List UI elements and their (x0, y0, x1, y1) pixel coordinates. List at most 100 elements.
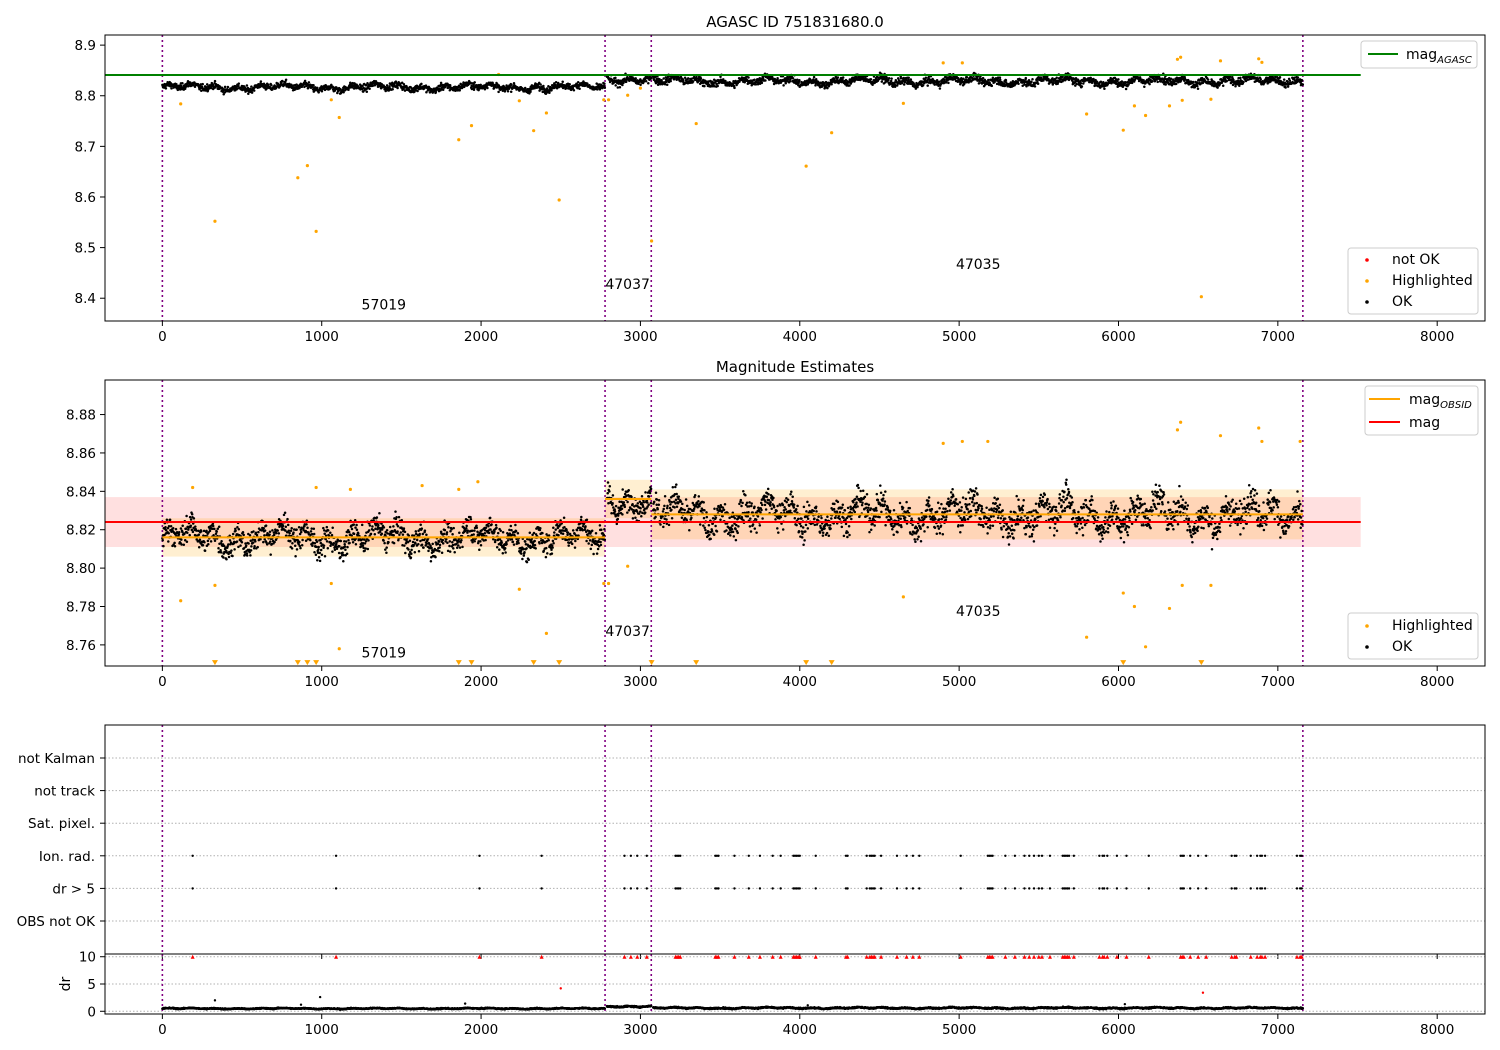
ok-point (1242, 80, 1245, 84)
ok-point (473, 81, 476, 84)
ok-point (784, 81, 787, 85)
highlighted-point (179, 102, 183, 106)
ok-point (654, 515, 657, 519)
ok-point (1296, 76, 1300, 79)
ok-point (479, 543, 483, 547)
ok-point (319, 548, 323, 552)
ok-point (383, 541, 386, 545)
highlighted-point (517, 99, 521, 103)
ok-point (164, 526, 167, 529)
ok-point (162, 544, 165, 548)
ok-point (413, 550, 417, 554)
ok-point (181, 524, 184, 528)
ok-point (317, 556, 321, 559)
ok-point (273, 540, 276, 544)
ok-point (571, 529, 575, 532)
ok-point (796, 78, 799, 81)
highlighted-point (1218, 59, 1223, 63)
ok-point (253, 544, 256, 548)
ok-point (522, 547, 525, 550)
ok-point (284, 78, 288, 82)
ok-point (237, 545, 240, 549)
ok-point (937, 80, 941, 84)
ok-point (331, 550, 334, 553)
panel-agasc-legend-bottom: not OK Highlighted OK (1347, 247, 1479, 315)
ok-point (887, 77, 891, 80)
highlighted-point (941, 61, 945, 65)
ok-point (291, 542, 294, 545)
ok-point (367, 539, 370, 542)
ok-point (589, 547, 593, 551)
ok-point (239, 544, 242, 547)
ok-point (417, 543, 420, 546)
ok-point (430, 546, 433, 550)
ok-point (272, 533, 276, 537)
ok-point (413, 90, 416, 93)
ok-point (702, 516, 706, 520)
ok-point (844, 78, 848, 82)
highlighted-point (337, 115, 341, 120)
ok-point (621, 83, 624, 87)
ok-point (921, 84, 925, 87)
ok-point (697, 500, 700, 503)
ok-point (242, 533, 245, 537)
ok-point (165, 518, 169, 522)
ok-point (533, 543, 537, 547)
ok-point (705, 515, 709, 519)
ok-point (1259, 77, 1262, 81)
ok-point (316, 86, 319, 90)
ok-point (237, 82, 241, 85)
ok-point (235, 540, 239, 543)
ok-point (523, 86, 527, 90)
ok-point (220, 540, 223, 543)
ok-point (669, 79, 672, 83)
ok-point (434, 90, 438, 94)
ok-point (472, 533, 475, 536)
ok-point (853, 78, 857, 82)
ok-point (630, 495, 633, 499)
ok-point (188, 533, 191, 537)
ok-point (254, 531, 258, 535)
ok-point (538, 89, 541, 92)
ok-point (616, 517, 620, 521)
ok-point (675, 505, 679, 508)
ok-point (269, 540, 272, 543)
ok-point (336, 539, 340, 542)
ok-point (169, 524, 173, 528)
ok-point (374, 527, 377, 531)
ok-point (211, 83, 215, 87)
ok-point (693, 493, 697, 497)
ok-point (654, 509, 657, 512)
ok-point (598, 524, 602, 527)
ok-point (742, 489, 745, 493)
ok-point (352, 523, 356, 526)
ok-point (1033, 85, 1037, 88)
ok-point (1017, 82, 1020, 85)
ok-point (668, 500, 671, 503)
ok-point (167, 540, 170, 543)
ok-point (209, 540, 213, 543)
ok-point (344, 540, 348, 543)
ok-point (184, 85, 188, 88)
ok-point (830, 83, 833, 86)
ok-point (731, 524, 734, 527)
ok-point (295, 548, 299, 551)
ok-point (555, 86, 559, 90)
ok-point (699, 77, 703, 80)
ok-point (675, 492, 678, 496)
ok-point (186, 531, 189, 534)
ok-point (991, 76, 995, 80)
ok-point (544, 546, 548, 550)
ok-point (514, 523, 517, 527)
ok-point (392, 541, 396, 545)
ok-point (493, 530, 496, 534)
ok-point (235, 87, 239, 90)
ok-point (270, 83, 273, 87)
y-tick-label: 8.4 (75, 291, 96, 307)
ok-point (554, 80, 558, 84)
ok-point (499, 529, 502, 533)
highlighted-point (1167, 104, 1172, 108)
ok-point (198, 538, 202, 541)
ok-point (369, 532, 373, 536)
ok-point (616, 86, 620, 89)
